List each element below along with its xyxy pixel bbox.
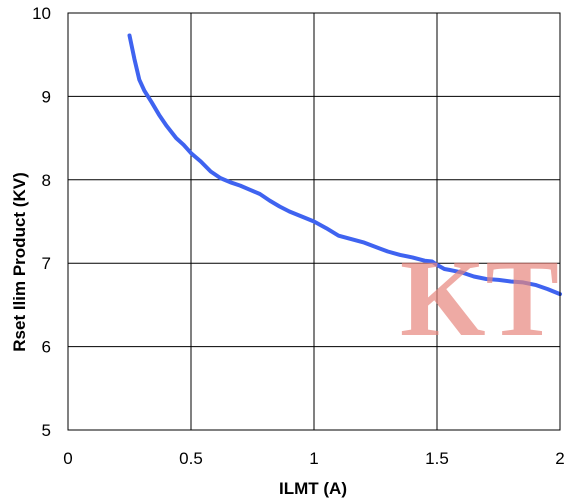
watermark-text: KT [400,237,559,359]
series-layer [127,33,562,297]
x-tick-label: 1 [309,449,318,468]
y-tick-label: 9 [42,87,51,106]
y-tick-label: 6 [42,338,51,357]
y-tick-label: 10 [32,4,51,23]
x-axis-title: ILMT (A) [279,479,347,498]
y-tick-labels: 5 6 7 8 9 10 [32,4,51,440]
x-tick-label: 0 [63,449,72,468]
series-line-0 [127,33,562,297]
x-tick-label: 1.5 [425,449,449,468]
x-tick-label: 0.5 [179,449,203,468]
y-tick-label: 8 [42,171,51,190]
x-tick-label: 2 [555,449,564,468]
plot-frame [67,12,561,431]
y-tick-label: 5 [42,421,51,440]
y-tick-label: 7 [42,254,51,273]
x-tick-labels: 0 0.5 1 1.5 2 [63,449,564,468]
y-axis-title: Rset Ilim Product (KV) [10,172,29,351]
